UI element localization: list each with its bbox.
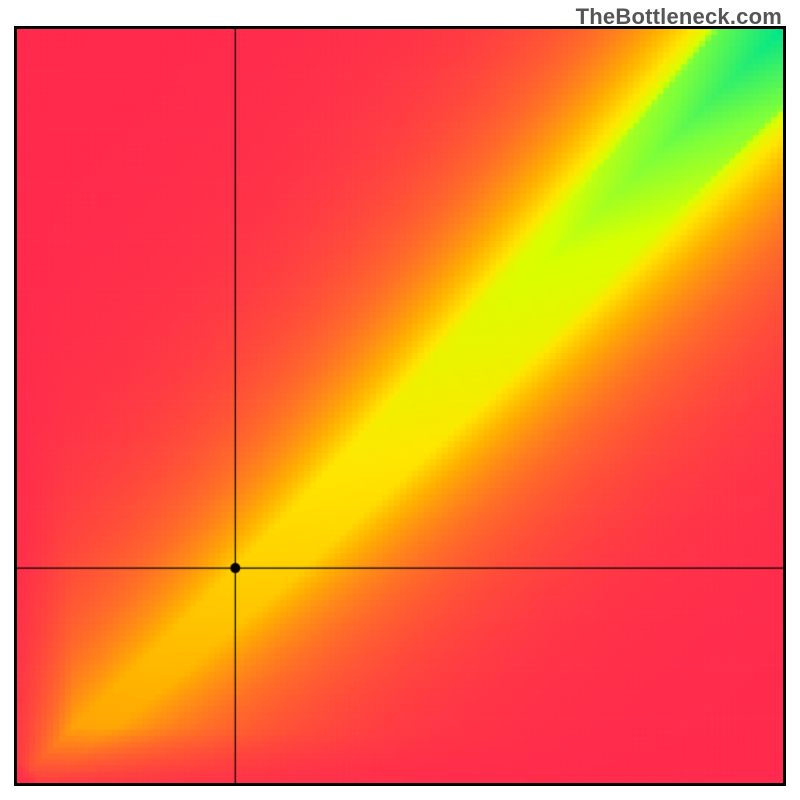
heatmap-canvas bbox=[17, 29, 783, 783]
watermark-text: TheBottleneck.com bbox=[576, 4, 782, 30]
plot-area bbox=[17, 29, 783, 783]
plot-frame bbox=[14, 26, 786, 786]
chart-container: TheBottleneck.com bbox=[0, 0, 800, 800]
